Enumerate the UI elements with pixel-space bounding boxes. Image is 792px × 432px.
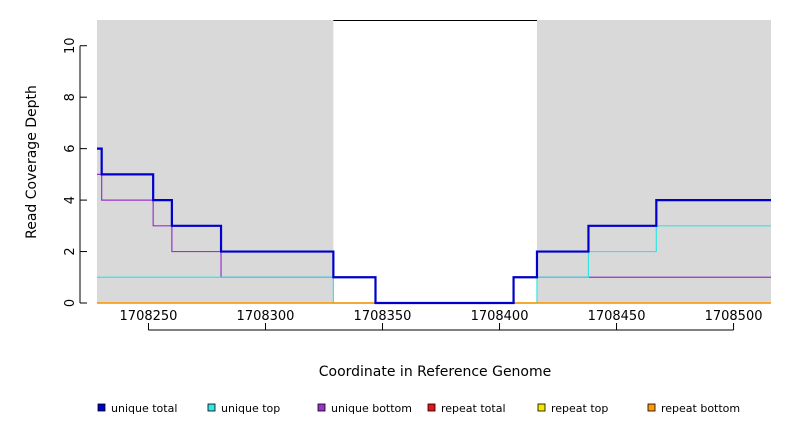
legend-swatch-unique-bottom xyxy=(317,403,326,412)
plot-background xyxy=(97,20,771,303)
y-tick-label: 10 xyxy=(63,37,78,54)
x-tick-label: 1708450 xyxy=(588,309,646,324)
legend-label-repeat-total: repeat total xyxy=(441,402,506,415)
x-tick-label: 1708350 xyxy=(354,309,412,324)
y-tick-label: 2 xyxy=(63,247,78,255)
legend: unique total unique top unique bottom repea… xyxy=(97,402,740,415)
x-tick-label: 1708250 xyxy=(120,309,178,324)
series-layer xyxy=(97,147,771,305)
series-unique-total-line xyxy=(97,147,771,305)
legend-label-repeat-bottom: repeat bottom xyxy=(661,402,740,415)
legend-swatch-repeat-bottom xyxy=(647,403,656,412)
y-axis-title: Read Coverage Depth xyxy=(24,85,40,239)
legend-swatch-repeat-total xyxy=(427,403,436,412)
y-tick-label: 8 xyxy=(63,93,78,101)
legend-swatch-repeat-top xyxy=(537,403,546,412)
legend-label-repeat-top: repeat top xyxy=(551,402,608,415)
legend-swatch-unique-total xyxy=(97,403,106,412)
legend-swatch-unique-top xyxy=(207,403,216,412)
axes-layer: 1708250 1708300 1708350 1708400 1708450 17085… xyxy=(63,37,763,331)
y-tick-label: 4 xyxy=(63,196,78,204)
gap-region xyxy=(333,20,537,303)
x-tick-label: 1708500 xyxy=(705,309,763,324)
y-tick-label: 6 xyxy=(63,144,78,152)
x-tick-label: 1708400 xyxy=(471,309,529,324)
y-tick-label: 0 xyxy=(63,299,78,307)
legend-label-unique-top: unique top xyxy=(221,402,280,415)
series-unique-top-line xyxy=(97,225,771,304)
legend-label-unique-bottom: unique bottom xyxy=(331,402,412,415)
legend-label-unique-total: unique total xyxy=(111,402,177,415)
x-tick-label: 1708300 xyxy=(237,309,295,324)
x-axis-title: Coordinate in Reference Genome xyxy=(319,364,552,380)
